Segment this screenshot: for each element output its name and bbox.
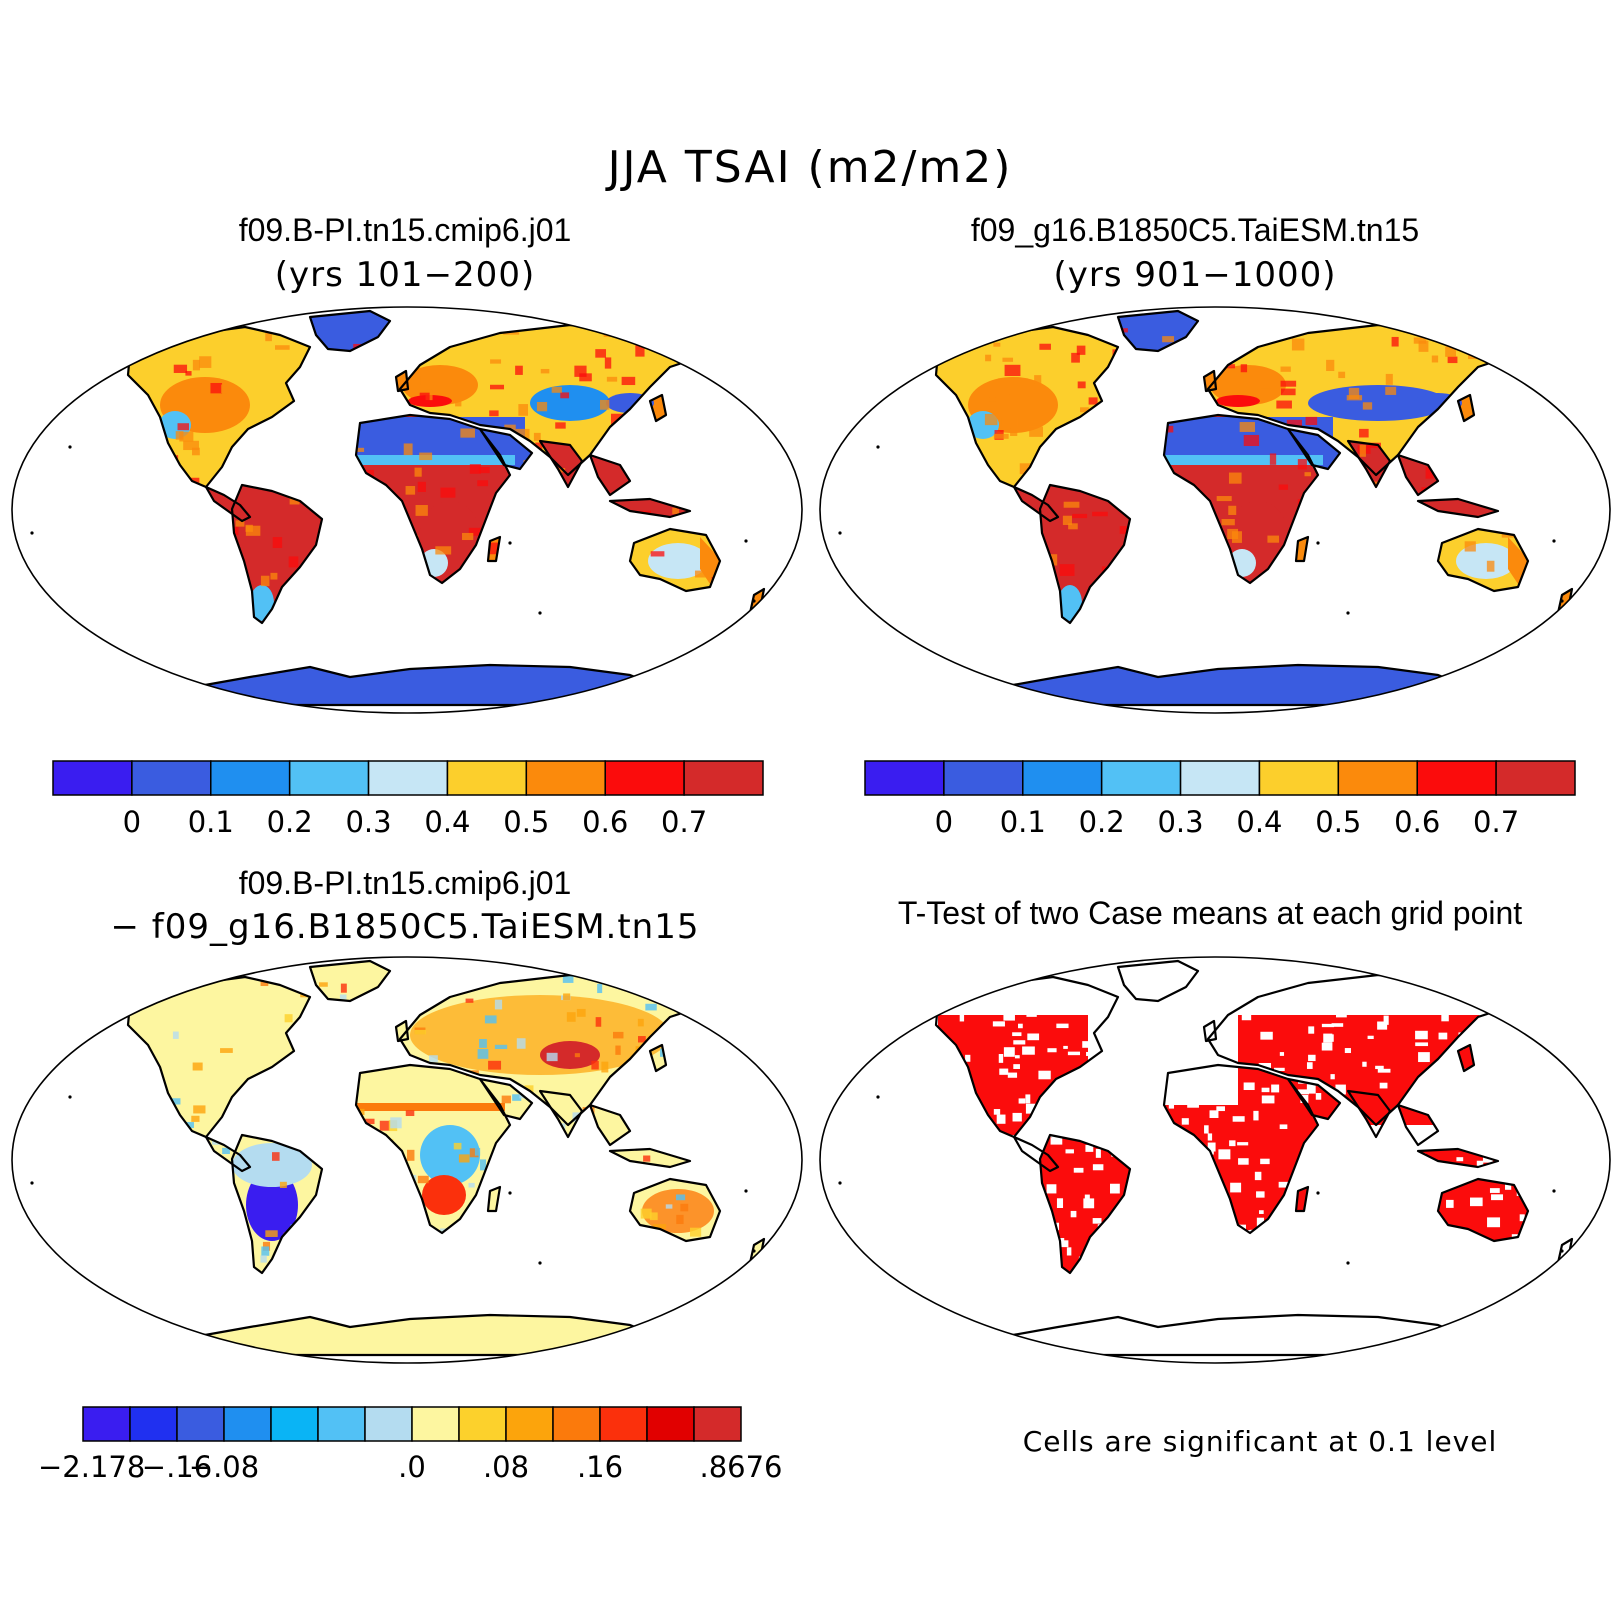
panel2-subtitle: (yrs 901−1000) xyxy=(1053,255,1337,295)
colorbar-swatch xyxy=(367,760,449,796)
colorbar-swatch xyxy=(52,760,133,796)
colorbar-swatch xyxy=(223,1406,272,1442)
land-region-antarctica xyxy=(160,665,670,705)
colorbar-swatch xyxy=(1416,760,1497,796)
figure-title: JJA TSAI (m2/m2) xyxy=(607,142,1013,193)
colorbar-tick-label: 0.5 xyxy=(503,805,550,839)
colorbar-swatch xyxy=(1495,760,1576,796)
land-region-indonesia xyxy=(1418,499,1498,517)
colorbar-swatch xyxy=(505,1406,554,1442)
map-frame xyxy=(11,306,803,714)
colorbar-swatch xyxy=(943,760,1024,796)
colorbar-swatch xyxy=(525,760,606,796)
colorbar-swatch xyxy=(317,1406,366,1442)
colorbar-swatch xyxy=(1179,760,1261,796)
colorbar-swatch xyxy=(129,1406,178,1442)
colorbar-tick-label: .8676 xyxy=(699,1450,783,1484)
significance-note: Cells are significant at 0.1 level xyxy=(1022,1425,1498,1458)
colorbar-swatch xyxy=(176,1406,225,1442)
map-difference xyxy=(11,956,803,1364)
colorbar-swatch xyxy=(458,1406,507,1442)
colorbar-swatch xyxy=(646,1406,695,1442)
colorbar-swatch xyxy=(683,760,764,796)
land-region-japan xyxy=(650,395,666,421)
colorbar-swatch xyxy=(599,1406,648,1442)
colorbar-tick-label: .16 xyxy=(576,1450,624,1484)
colorbar-swatch xyxy=(1258,760,1340,796)
panel2-title: f09_g16.B1850C5.TaiESM.tn15 xyxy=(970,212,1420,248)
colorbar-tick-label: −2.178 xyxy=(38,1450,146,1484)
colorbar-tick-label: 0 xyxy=(122,805,142,839)
map-frame xyxy=(819,306,1611,714)
colorbar-tick-label: 0.3 xyxy=(1157,805,1204,839)
colorbar-case1 xyxy=(52,760,764,796)
colorbar-swatch xyxy=(210,760,291,796)
colorbar-swatch xyxy=(82,1406,131,1442)
colorbar-tick-label: 0.7 xyxy=(661,805,708,839)
colorbar-swatch xyxy=(288,760,370,796)
colorbar-tick-label: 0 xyxy=(934,805,954,839)
colorbar-difference xyxy=(82,1406,742,1442)
map-ttest xyxy=(819,956,1611,1364)
colorbar-swatch xyxy=(446,760,528,796)
colorbar-swatch xyxy=(1022,760,1103,796)
panel3-title: f09.B-PI.tn15.cmip6.j01 xyxy=(238,865,572,901)
colorbar-case2 xyxy=(864,760,1576,796)
map-frame xyxy=(819,956,1611,1364)
panel1-title: f09.B-PI.tn15.cmip6.j01 xyxy=(238,212,572,248)
colorbar-tick-label: 0.4 xyxy=(1236,805,1283,839)
land-region-japan xyxy=(1458,395,1474,421)
colorbar-tick-label: −.08 xyxy=(188,1450,260,1484)
colorbar-swatch xyxy=(270,1406,319,1442)
land-region-indonesia xyxy=(610,499,690,517)
colorbar-tick-label: 0.3 xyxy=(345,805,392,839)
colorbar-swatch xyxy=(364,1406,413,1442)
colorbar-tick-label: .0 xyxy=(398,1450,426,1484)
colorbar-tick-label: 0.1 xyxy=(187,805,234,839)
colorbar-swatch xyxy=(693,1406,742,1442)
panel1-subtitle: (yrs 101−200) xyxy=(274,255,536,295)
colorbar-tick-label: 0.6 xyxy=(582,805,629,839)
colorbar-tick-label: −.16 xyxy=(141,1450,213,1484)
land-region-antarctica xyxy=(968,665,1478,705)
land-region-india xyxy=(540,441,582,487)
colorbar-tick-label: 0.2 xyxy=(1078,805,1125,839)
colorbar-swatch xyxy=(1337,760,1418,796)
land-region-southAmerica xyxy=(1040,485,1130,623)
colorbar-swatch xyxy=(604,760,685,796)
colorbar-swatch xyxy=(552,1406,601,1442)
colorbar-tick-label: 0.1 xyxy=(999,805,1046,839)
colorbar-tick-label: 0.6 xyxy=(1394,805,1441,839)
colorbar-swatch xyxy=(1100,760,1182,796)
colorbar-tick-label: .08 xyxy=(482,1450,530,1484)
panel3-subtitle: − f09_g16.B1850C5.TaiESM.tn15 xyxy=(110,907,700,947)
map-case1 xyxy=(11,306,803,714)
colorbar-tick-label: 0.5 xyxy=(1315,805,1362,839)
land-region-india xyxy=(540,1091,582,1137)
map-case2 xyxy=(819,306,1611,714)
land-region-antarctica xyxy=(160,1315,670,1355)
land-region-southAmerica xyxy=(232,485,322,623)
colorbar-tick-label: 0.4 xyxy=(424,805,471,839)
colorbar-swatch xyxy=(131,760,212,796)
land-region-antarctica xyxy=(968,1315,1478,1355)
colorbar-swatch xyxy=(864,760,945,796)
colorbar-tick-label: 0.7 xyxy=(1473,805,1520,839)
map-frame xyxy=(11,956,803,1364)
colorbar-tick-label: 0.2 xyxy=(266,805,313,839)
panel4-title: T-Test of two Case means at each grid po… xyxy=(897,895,1523,931)
land-region-northAmerica xyxy=(128,977,310,1137)
colorbar-swatch xyxy=(411,1406,460,1442)
